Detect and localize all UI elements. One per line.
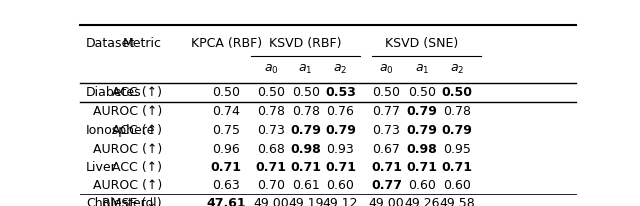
Text: 0.61: 0.61 xyxy=(292,179,319,192)
Text: 0.77: 0.77 xyxy=(371,179,402,192)
Text: 0.79: 0.79 xyxy=(325,124,356,137)
Text: 49.58: 49.58 xyxy=(439,197,475,206)
Text: KSVD (SNE): KSVD (SNE) xyxy=(385,37,458,50)
Text: ACC (↑): ACC (↑) xyxy=(112,124,162,137)
Text: 0.95: 0.95 xyxy=(443,143,471,156)
Text: 0.77: 0.77 xyxy=(372,105,401,118)
Text: 0.67: 0.67 xyxy=(372,143,401,156)
Text: 0.60: 0.60 xyxy=(408,179,436,192)
Text: 0.98: 0.98 xyxy=(407,143,438,156)
Text: 0.78: 0.78 xyxy=(257,105,285,118)
Text: 0.50: 0.50 xyxy=(212,86,241,99)
Text: KPCA (RBF): KPCA (RBF) xyxy=(191,37,262,50)
Text: 0.68: 0.68 xyxy=(257,143,285,156)
Text: 0.50: 0.50 xyxy=(372,86,401,99)
Text: 49.12: 49.12 xyxy=(323,197,358,206)
Text: ACC (↑): ACC (↑) xyxy=(112,86,162,99)
Text: 0.63: 0.63 xyxy=(212,179,240,192)
Text: 49.00: 49.00 xyxy=(369,197,404,206)
Text: 0.71: 0.71 xyxy=(255,161,287,174)
Text: 0.50: 0.50 xyxy=(257,86,285,99)
Text: 0.76: 0.76 xyxy=(326,105,355,118)
Text: 0.98: 0.98 xyxy=(291,143,321,156)
Text: RMSE (↓): RMSE (↓) xyxy=(102,197,162,206)
Text: AUROC (↑): AUROC (↑) xyxy=(93,179,162,192)
Text: 0.78: 0.78 xyxy=(292,105,320,118)
Text: 0.79: 0.79 xyxy=(407,124,438,137)
Text: 0.71: 0.71 xyxy=(407,161,438,174)
Text: 0.96: 0.96 xyxy=(212,143,240,156)
Text: Dataset: Dataset xyxy=(86,37,135,50)
Text: 0.71: 0.71 xyxy=(290,161,321,174)
Text: 49.19: 49.19 xyxy=(288,197,323,206)
Text: 0.60: 0.60 xyxy=(443,179,471,192)
Text: AUROC (↑): AUROC (↑) xyxy=(93,105,162,118)
Text: 0.79: 0.79 xyxy=(291,124,321,137)
Text: 0.79: 0.79 xyxy=(407,105,438,118)
Text: $a_1$: $a_1$ xyxy=(298,63,313,76)
Text: 0.73: 0.73 xyxy=(372,124,401,137)
Text: 0.71: 0.71 xyxy=(442,161,472,174)
Text: 0.70: 0.70 xyxy=(257,179,285,192)
Text: $a_1$: $a_1$ xyxy=(415,63,429,76)
Text: 0.60: 0.60 xyxy=(326,179,355,192)
Text: Cholesterol: Cholesterol xyxy=(86,197,157,206)
Text: 0.71: 0.71 xyxy=(371,161,402,174)
Text: 49.00: 49.00 xyxy=(253,197,289,206)
Text: 47.61: 47.61 xyxy=(207,197,246,206)
Text: KSVD (RBF): KSVD (RBF) xyxy=(269,37,342,50)
Text: 0.78: 0.78 xyxy=(443,105,471,118)
Text: ACC (↑): ACC (↑) xyxy=(112,161,162,174)
Text: 0.53: 0.53 xyxy=(325,86,356,99)
Text: $a_0$: $a_0$ xyxy=(264,63,278,76)
Text: 0.79: 0.79 xyxy=(442,124,472,137)
Text: Liver: Liver xyxy=(86,161,116,174)
Text: 0.75: 0.75 xyxy=(212,124,241,137)
Text: Ionosphere: Ionosphere xyxy=(86,124,156,137)
Text: 0.74: 0.74 xyxy=(212,105,240,118)
Text: 49.26: 49.26 xyxy=(404,197,440,206)
Text: $a_2$: $a_2$ xyxy=(333,63,348,76)
Text: Diabetes: Diabetes xyxy=(86,86,141,99)
Text: 0.73: 0.73 xyxy=(257,124,285,137)
Text: $a_2$: $a_2$ xyxy=(450,63,464,76)
Text: Metric: Metric xyxy=(123,37,162,50)
Text: $a_0$: $a_0$ xyxy=(379,63,394,76)
Text: AUROC (↑): AUROC (↑) xyxy=(93,143,162,156)
Text: 0.50: 0.50 xyxy=(442,86,472,99)
Text: 0.50: 0.50 xyxy=(292,86,320,99)
Text: 0.71: 0.71 xyxy=(211,161,242,174)
Text: 0.93: 0.93 xyxy=(326,143,355,156)
Text: 0.71: 0.71 xyxy=(325,161,356,174)
Text: 0.50: 0.50 xyxy=(408,86,436,99)
